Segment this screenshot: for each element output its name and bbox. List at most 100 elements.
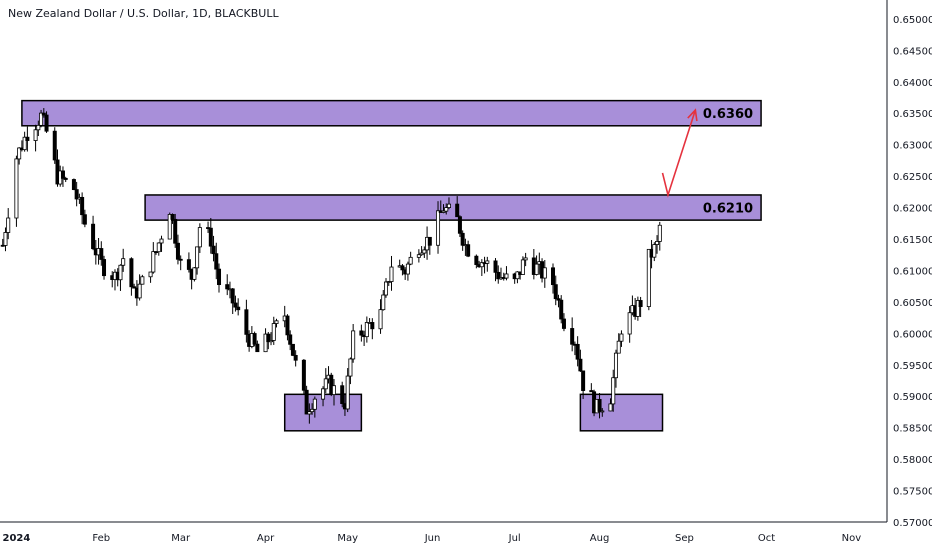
candle	[252, 331, 257, 347]
candle-body	[400, 265, 405, 271]
candle	[269, 332, 274, 346]
arrow-head	[687, 108, 698, 122]
candle-body	[616, 340, 621, 354]
time-tick-label: Aug	[590, 533, 610, 544]
candle-body	[460, 232, 465, 246]
candle-body	[178, 258, 183, 261]
candle	[381, 290, 386, 311]
candle	[74, 181, 79, 207]
candle	[474, 254, 479, 269]
candle	[600, 408, 605, 417]
price-tick-label: 0.58500	[893, 424, 932, 435]
candle	[321, 386, 326, 407]
candle-body	[646, 248, 651, 308]
candle-body	[170, 213, 175, 220]
candle-body	[266, 333, 271, 343]
candle	[290, 343, 295, 357]
candle	[33, 124, 38, 152]
candle	[230, 288, 235, 315]
chart-title: New Zealand Dollar / U.S. Dollar, 1D, BL…	[8, 7, 279, 20]
candle-body	[263, 333, 268, 353]
candle-body	[236, 306, 241, 311]
candle-body	[627, 312, 632, 335]
candle	[556, 294, 561, 308]
candle	[288, 330, 293, 351]
candle	[384, 278, 389, 298]
candle	[3, 227, 8, 252]
candle	[304, 385, 309, 415]
candle-body	[44, 114, 49, 132]
candle-body	[419, 252, 424, 256]
candle-body	[386, 281, 391, 283]
time-tick-label: Jul	[508, 533, 521, 544]
time-tick-label: Jun	[424, 533, 441, 544]
candle-body	[195, 246, 200, 269]
candle-body	[348, 358, 353, 377]
candle-body	[504, 273, 509, 279]
resistance-zone	[21, 99, 762, 127]
candle-body	[159, 238, 164, 244]
candle-body	[416, 254, 421, 258]
candle-body	[39, 112, 44, 126]
candle-body	[41, 112, 46, 116]
candle	[217, 263, 222, 293]
candle-body	[635, 300, 640, 317]
candle-body	[285, 315, 290, 336]
candle	[60, 166, 65, 187]
candle	[523, 252, 528, 267]
candle-body	[82, 214, 87, 225]
candle	[646, 248, 651, 311]
candle-body	[225, 284, 230, 290]
candle	[446, 197, 451, 210]
candle	[156, 242, 161, 256]
candle	[301, 359, 306, 395]
candle	[208, 218, 213, 254]
candle	[263, 328, 268, 353]
candle-body	[52, 130, 57, 161]
candle-body	[175, 242, 180, 260]
time-tick-label: Nov	[842, 533, 862, 544]
candle-body	[378, 309, 383, 330]
candle-body	[217, 268, 222, 286]
candle	[619, 330, 624, 347]
candle-body	[405, 263, 410, 275]
candle	[400, 263, 405, 276]
candle-body	[290, 343, 295, 356]
candle	[44, 111, 49, 133]
candle-body	[307, 411, 312, 415]
price-tick-label: 0.60500	[893, 298, 932, 309]
candle-body	[140, 276, 145, 285]
candle-body	[389, 266, 394, 282]
candle	[186, 252, 191, 273]
candle	[14, 155, 19, 227]
candle-body	[597, 398, 602, 412]
candle-body	[80, 196, 85, 216]
candle	[457, 215, 462, 237]
candle-body	[455, 203, 460, 218]
candle	[323, 368, 328, 394]
candle	[121, 248, 126, 272]
candle	[233, 295, 238, 312]
candle-body	[208, 227, 213, 247]
candle-body	[148, 271, 153, 278]
candle-body	[99, 248, 104, 260]
candle-body	[345, 375, 350, 410]
candle-body	[33, 129, 38, 141]
candle-body	[611, 377, 616, 405]
price-tick-label: 0.57000	[893, 518, 932, 529]
candle	[466, 240, 471, 258]
candle-body	[570, 328, 575, 345]
candle	[25, 126, 30, 152]
candle	[310, 403, 315, 415]
candle	[173, 213, 178, 248]
candle	[175, 234, 180, 265]
candle-body	[408, 256, 413, 265]
candle-body	[60, 170, 65, 179]
candle	[340, 381, 345, 408]
candle-body	[71, 179, 76, 191]
candle-body	[14, 158, 19, 219]
candle-body	[523, 257, 528, 261]
price-tick-label: 0.59000	[893, 392, 932, 403]
price-tick-label: 0.58000	[893, 455, 932, 466]
